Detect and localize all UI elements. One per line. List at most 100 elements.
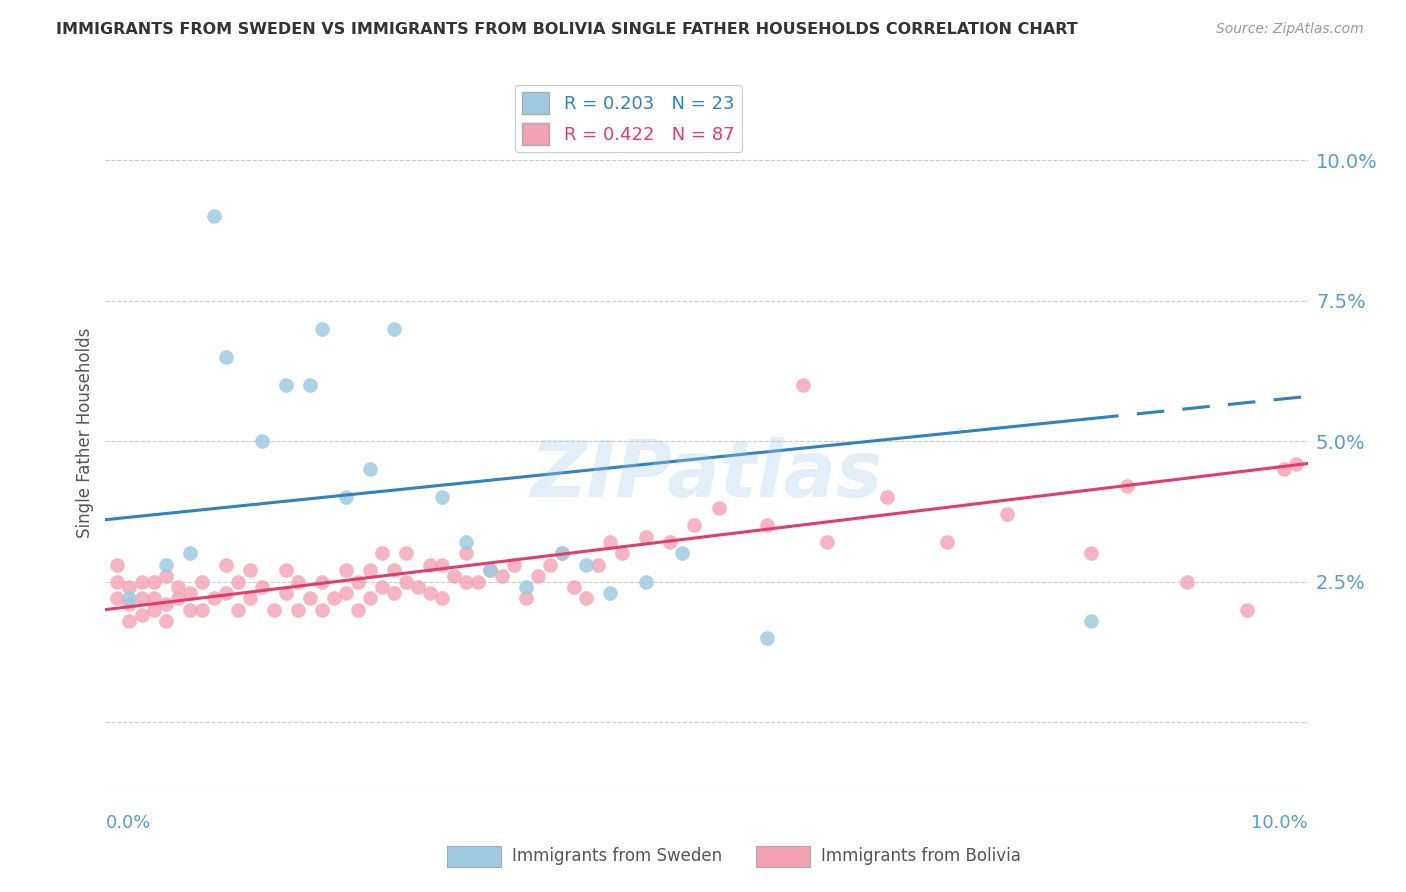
Point bbox=[311, 602, 333, 616]
Point bbox=[876, 490, 898, 504]
Point bbox=[515, 580, 537, 594]
Point bbox=[551, 546, 574, 560]
Point bbox=[118, 597, 141, 611]
Point bbox=[335, 586, 357, 600]
Point bbox=[347, 574, 370, 589]
Point bbox=[274, 377, 297, 392]
Point bbox=[214, 586, 236, 600]
Point bbox=[239, 591, 262, 606]
Point bbox=[1236, 602, 1258, 616]
Point bbox=[671, 546, 693, 560]
Point bbox=[503, 558, 526, 572]
Point bbox=[792, 377, 814, 392]
Point bbox=[575, 558, 598, 572]
Point bbox=[815, 535, 838, 549]
Point bbox=[636, 530, 658, 544]
Point bbox=[419, 558, 441, 572]
Point bbox=[599, 586, 621, 600]
Point bbox=[707, 501, 730, 516]
Point bbox=[1175, 574, 1198, 589]
Point bbox=[527, 569, 550, 583]
Point bbox=[131, 591, 153, 606]
Point bbox=[335, 490, 357, 504]
Point bbox=[226, 602, 249, 616]
Point bbox=[755, 518, 778, 533]
Point bbox=[118, 614, 141, 628]
Y-axis label: Single Father Households: Single Father Households bbox=[76, 327, 94, 538]
Point bbox=[430, 558, 453, 572]
Point bbox=[155, 558, 177, 572]
Point bbox=[454, 574, 477, 589]
Point bbox=[298, 591, 321, 606]
Point bbox=[612, 546, 634, 560]
Point bbox=[214, 350, 236, 364]
Point bbox=[311, 574, 333, 589]
Point bbox=[107, 558, 129, 572]
Point bbox=[454, 535, 477, 549]
Text: Source: ZipAtlas.com: Source: ZipAtlas.com bbox=[1216, 22, 1364, 37]
Point bbox=[311, 321, 333, 335]
Point bbox=[1116, 479, 1139, 493]
Point bbox=[359, 563, 381, 577]
Point bbox=[250, 434, 273, 448]
Point bbox=[155, 614, 177, 628]
Point bbox=[636, 574, 658, 589]
Point bbox=[274, 563, 297, 577]
Point bbox=[239, 563, 262, 577]
Point bbox=[562, 580, 585, 594]
Point bbox=[274, 586, 297, 600]
Point bbox=[202, 209, 225, 223]
Point bbox=[322, 591, 344, 606]
Text: Immigrants from Sweden: Immigrants from Sweden bbox=[512, 847, 721, 865]
Point bbox=[142, 602, 165, 616]
Point bbox=[179, 602, 201, 616]
Point bbox=[755, 631, 778, 645]
Point bbox=[588, 558, 610, 572]
Text: ZIPatlas: ZIPatlas bbox=[530, 437, 883, 514]
Point bbox=[298, 377, 321, 392]
Point bbox=[166, 591, 188, 606]
Point bbox=[443, 569, 465, 583]
Point bbox=[202, 591, 225, 606]
Point bbox=[226, 574, 249, 589]
Point bbox=[395, 574, 418, 589]
Point bbox=[538, 558, 561, 572]
Point bbox=[551, 546, 574, 560]
Point bbox=[371, 580, 394, 594]
Point bbox=[454, 546, 477, 560]
Point bbox=[371, 546, 394, 560]
Point bbox=[491, 569, 513, 583]
Point bbox=[515, 591, 537, 606]
Point bbox=[263, 602, 285, 616]
Point bbox=[179, 586, 201, 600]
Point bbox=[142, 591, 165, 606]
Point bbox=[214, 558, 236, 572]
Point bbox=[155, 597, 177, 611]
Point bbox=[250, 580, 273, 594]
Point bbox=[430, 591, 453, 606]
Point bbox=[995, 507, 1018, 521]
Point bbox=[382, 321, 405, 335]
Point bbox=[382, 586, 405, 600]
Point bbox=[1080, 614, 1102, 628]
Point bbox=[131, 608, 153, 623]
Point bbox=[131, 574, 153, 589]
Point bbox=[430, 490, 453, 504]
Point bbox=[1080, 546, 1102, 560]
Text: 10.0%: 10.0% bbox=[1251, 814, 1308, 831]
Point bbox=[467, 574, 489, 589]
Point bbox=[190, 602, 212, 616]
Point bbox=[107, 574, 129, 589]
Point bbox=[335, 563, 357, 577]
Point bbox=[166, 580, 188, 594]
Point bbox=[479, 563, 502, 577]
Point bbox=[118, 591, 141, 606]
Point bbox=[1284, 457, 1306, 471]
Point bbox=[107, 591, 129, 606]
Point bbox=[1272, 462, 1295, 476]
Point bbox=[382, 563, 405, 577]
Text: Immigrants from Bolivia: Immigrants from Bolivia bbox=[821, 847, 1021, 865]
Point bbox=[599, 535, 621, 549]
Point bbox=[406, 580, 429, 594]
Point bbox=[179, 546, 201, 560]
